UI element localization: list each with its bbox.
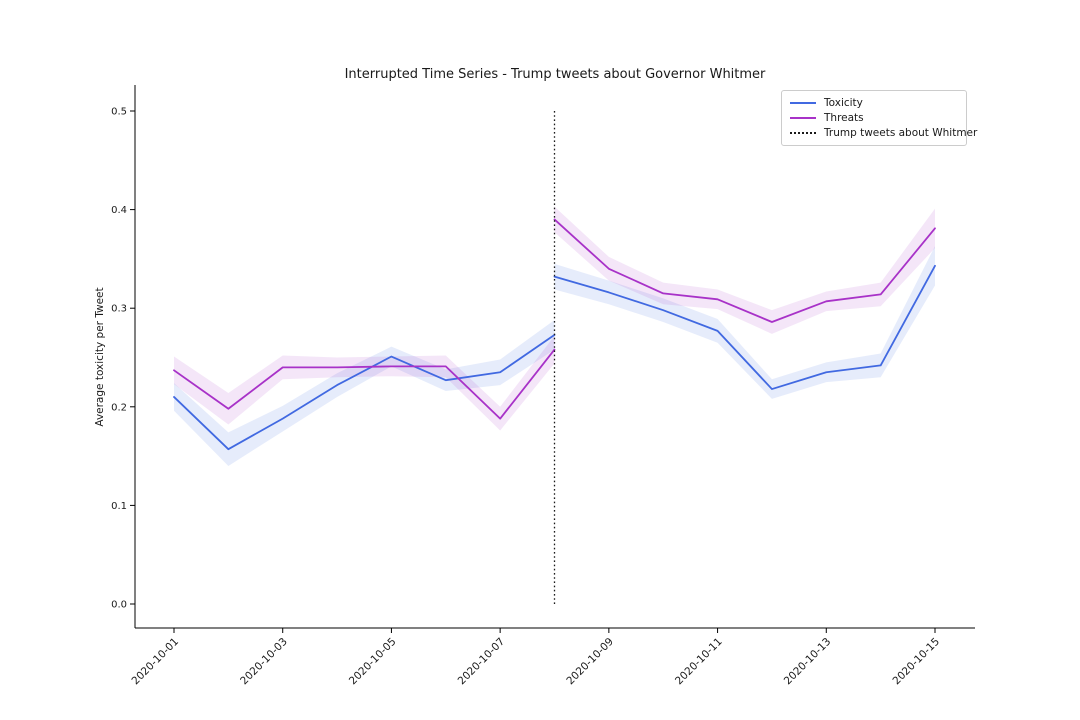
y-tick-label: 0.5 [111, 107, 127, 118]
threats-line [553, 218, 936, 323]
y-tick-label: 0.2 [111, 402, 127, 413]
x-tick-label: 2020-10-15 [890, 636, 942, 688]
x-tick-label: 2020-10-13 [782, 636, 834, 688]
legend-label: Toxicity [824, 96, 863, 109]
legend-label: Trump tweets about Whitmer [824, 126, 978, 139]
toxicity-line [553, 264, 936, 390]
toxicity-ci-band [174, 320, 555, 466]
x-tick-label: 2020-10-01 [129, 636, 181, 688]
y-tick-label: 0.3 [111, 304, 127, 315]
y-tick-label: 0.0 [111, 600, 127, 611]
legend: Toxicity Threats Trump tweets about Whitme… [781, 90, 977, 146]
line-swatch-icon [790, 101, 816, 104]
threats-ci-band [174, 335, 555, 431]
legend-label: Threats [824, 111, 864, 124]
toxicity-line [173, 333, 556, 451]
y-tick-label: 0.1 [111, 501, 127, 512]
y-tick-label: 0.4 [111, 205, 127, 216]
chart-title: Interrupted Time Series - Trump tweets a… [344, 67, 766, 82]
legend-item-threats: Threats [790, 110, 958, 125]
threats-ci-band [554, 206, 935, 334]
line-swatch-icon [790, 116, 816, 119]
x-tick-label: 2020-10-05 [347, 636, 399, 688]
threats-line [173, 348, 556, 420]
legend-item-toxicity: Toxicity [790, 95, 958, 110]
x-tick-label: 2020-10-07 [456, 636, 508, 688]
dotted-line-swatch-icon [790, 131, 816, 134]
legend-item-trump-tweets-about-whitmer: Trump tweets about Whitmer [790, 125, 977, 140]
toxicity-ci-band [554, 246, 935, 399]
x-tick-label: 2020-10-11 [673, 636, 725, 688]
x-tick-label: 2020-10-03 [238, 636, 290, 688]
x-tick-label: 2020-10-09 [564, 636, 616, 688]
